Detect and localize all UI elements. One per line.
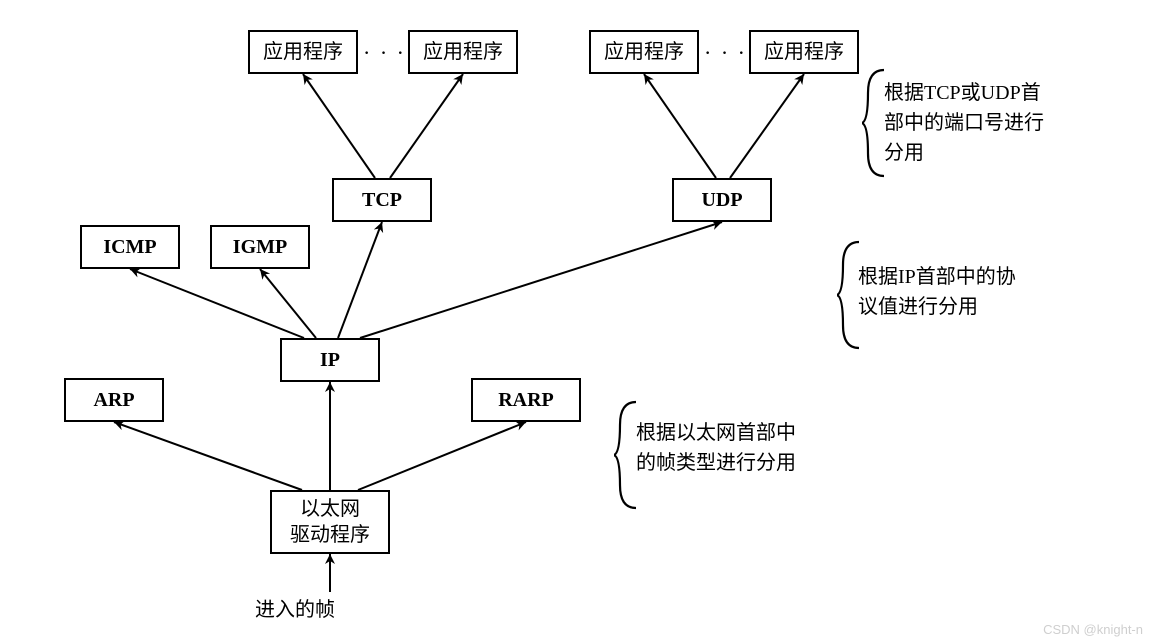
edge-ip_tcp xyxy=(338,222,382,338)
edge-ip_udp xyxy=(360,222,722,338)
node-icmp: ICMP xyxy=(80,225,180,269)
node-app3: 应用程序 xyxy=(589,30,699,74)
edge-eth_rarp xyxy=(358,422,526,490)
node-app1: 应用程序 xyxy=(248,30,358,74)
node-udp: UDP xyxy=(672,178,772,222)
annotation-a1: 根据TCP或UDP首部中的端口号进行分用 xyxy=(884,78,1044,168)
ellipsis-d2: · · · xyxy=(704,40,747,66)
edge-eth_arp xyxy=(114,422,302,490)
edge-tcp_top_r xyxy=(390,74,463,178)
annotation-a4: 进入的帧 xyxy=(255,595,335,625)
node-app4: 应用程序 xyxy=(749,30,859,74)
annotation-a3: 根据以太网首部中的帧类型进行分用 xyxy=(636,418,796,478)
edge-udp_top_l xyxy=(644,74,716,178)
edge-ip_igmp xyxy=(260,269,316,338)
node-arp: ARP xyxy=(64,378,164,422)
annotation-a2: 根据IP首部中的协议值进行分用 xyxy=(858,262,1016,322)
watermark: CSDN @knight-n xyxy=(1043,622,1143,637)
node-rarp: RARP xyxy=(471,378,581,422)
edge-ip_icmp xyxy=(130,269,304,338)
node-igmp: IGMP xyxy=(210,225,310,269)
node-tcp: TCP xyxy=(332,178,432,222)
node-eth: 以太网驱动程序 xyxy=(270,490,390,554)
edge-tcp_top_l xyxy=(303,74,375,178)
node-app2: 应用程序 xyxy=(408,30,518,74)
ellipsis-d1: · · · xyxy=(363,40,406,66)
edge-udp_top_r xyxy=(730,74,804,178)
node-ip: IP xyxy=(280,338,380,382)
